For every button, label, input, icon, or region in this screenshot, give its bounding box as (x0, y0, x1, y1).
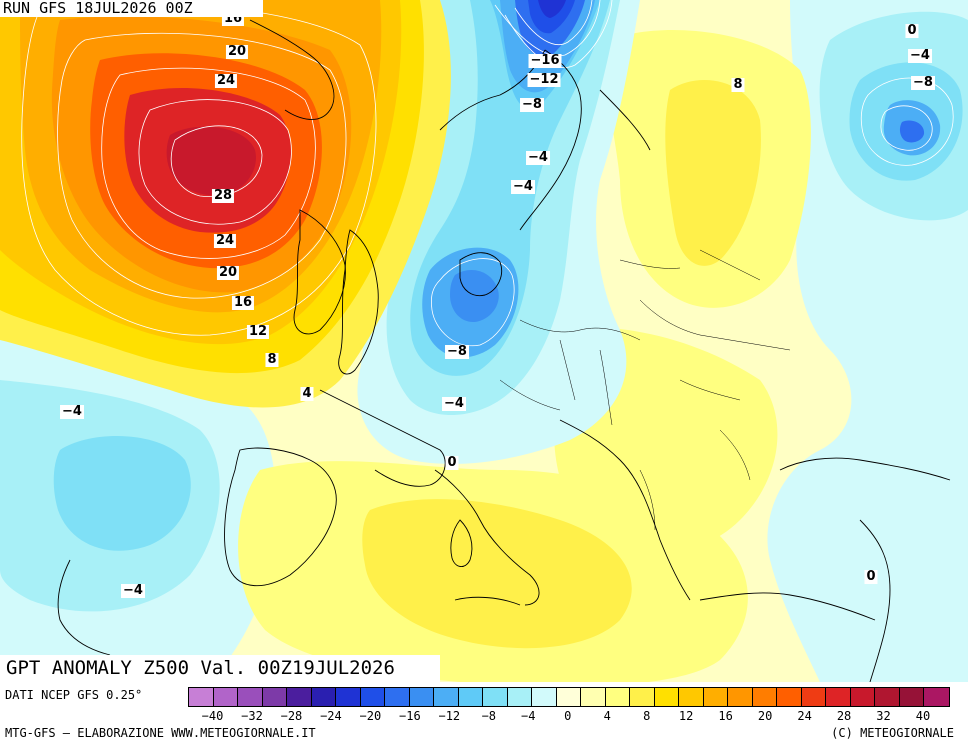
contour-label-east-8b: −8 (911, 75, 935, 90)
contour-label-east-4: −4 (908, 48, 932, 63)
scale-swatch (679, 688, 704, 706)
contour-label-east-0: 0 (905, 23, 919, 38)
scale-swatch (311, 688, 336, 706)
scale-swatch (213, 688, 238, 706)
contour-label-ridge-28: 28 (211, 188, 235, 203)
scale-swatch (826, 688, 851, 706)
scale-tick-label: −28 (280, 709, 303, 723)
scale-swatch (924, 688, 949, 706)
color-scale-ticks: −40 −32 −28 −24 −20 −16 −12 −8 −4 0 4 8 12 16 20 24 28 32… (188, 709, 948, 723)
contour-label-atlantic-4: −4 (60, 404, 84, 419)
contour-label-scand-4b: −4 (511, 179, 535, 194)
scale-swatch (483, 688, 508, 706)
data-source-label: DATI NCEP GFS 0.25° (5, 688, 143, 702)
scale-tick-label: 40 (915, 709, 931, 723)
scale-tick-label: 8 (643, 709, 651, 723)
scale-swatch (875, 688, 900, 706)
map-title: GPT ANOMALY Z500 Val. 00Z19JUL2026 (0, 655, 440, 682)
scale-tick-label: −24 (320, 709, 342, 723)
contour-label-ridge-20b: 20 (216, 265, 240, 280)
scale-swatch (385, 688, 410, 706)
anomaly-map: 16 20 24 28 24 20 16 12 8 4 −16 −12 −8 −… (0, 0, 968, 682)
scale-tick-label: 20 (757, 709, 773, 723)
scale-swatch (336, 688, 361, 706)
scale-swatch (752, 688, 777, 706)
contour-label-alps-4: −4 (442, 396, 466, 411)
scale-swatch (630, 688, 655, 706)
scale-swatch (409, 688, 434, 706)
scale-tick-label: 12 (678, 709, 694, 723)
scale-tick-label: 24 (797, 709, 812, 723)
scale-tick-label: −20 (359, 709, 382, 723)
scale-swatch (654, 688, 679, 706)
map-canvas (0, 0, 968, 682)
scale-tick-label: −32 (241, 709, 263, 723)
coastlines (57, 19, 951, 682)
contour-label-east-0b: 0 (864, 569, 878, 584)
legend-footer: DATI NCEP GFS 0.25° −40 −32 −28 −24 −20 −16 −1… (0, 682, 968, 745)
contour-label-scand-8: −8 (520, 97, 544, 112)
scale-swatch (507, 688, 532, 706)
contour-label-atlantic-4b: −4 (121, 583, 145, 598)
credit-label: MTG-GFS — ELABORAZIONE WWW.METEOGIORNALE… (5, 726, 316, 740)
scale-swatch (777, 688, 802, 706)
contour-label-scand-16: −16 (528, 53, 562, 68)
scand-low-4 (538, 0, 566, 18)
contour-label-ridge-24b: 24 (213, 233, 237, 248)
scale-swatch (189, 688, 214, 706)
scale-swatch (532, 688, 557, 706)
med-positive-core (362, 499, 632, 649)
country-borders (499, 249, 791, 531)
eastern-low-4 (899, 120, 925, 143)
copyright-label: (C) METEOGIORNALE (831, 726, 954, 740)
contour-label-france-0: 0 (445, 455, 459, 470)
denmark-low-core (450, 270, 499, 323)
scale-swatch (703, 688, 728, 706)
scale-swatch (262, 688, 287, 706)
scale-swatch (899, 688, 924, 706)
contour-label-ridge-16: 16 (231, 295, 255, 310)
color-scale-bar (188, 687, 950, 707)
contour-label-ridge-12: 12 (246, 324, 270, 339)
scale-tick-label: 0 (564, 709, 572, 723)
scale-tick-label: −12 (438, 709, 461, 723)
scale-swatch (728, 688, 753, 706)
contour-label-east-8: 8 (731, 77, 745, 92)
run-label: RUN GFS 18JUL2026 00Z (0, 0, 263, 17)
scale-tick-label: 16 (718, 709, 733, 723)
scale-swatch (556, 688, 581, 706)
scale-tick-label: 4 (603, 709, 611, 723)
scale-swatch (850, 688, 875, 706)
contour-label-ridge-4: 4 (300, 386, 314, 401)
scale-swatch (360, 688, 385, 706)
contour-label-ridge-24: 24 (214, 73, 238, 88)
contour-label-ridge-20: 20 (225, 44, 249, 59)
scale-swatch (434, 688, 459, 706)
scale-swatch (605, 688, 630, 706)
scale-tick-label: −40 (201, 709, 224, 723)
scale-swatch (238, 688, 263, 706)
contour-label-scand-4a: −4 (526, 150, 550, 165)
atlantic-low-2 (53, 436, 191, 551)
scale-tick-label: −8 (481, 709, 497, 723)
ridge-32-region (166, 126, 256, 196)
contour-label-denmark-8: −8 (445, 344, 469, 359)
scale-swatch (458, 688, 483, 706)
contour-label-scand-12: −12 (527, 72, 561, 87)
scale-swatch (581, 688, 606, 706)
scale-tick-label: 32 (876, 709, 891, 723)
east-positive-core (665, 80, 761, 266)
scale-tick-label: −16 (399, 709, 421, 723)
contour-label-ridge-8: 8 (265, 352, 279, 367)
scale-swatch (287, 688, 312, 706)
scale-swatch (801, 688, 826, 706)
scale-tick-label: −4 (521, 709, 536, 723)
scale-tick-label: 28 (836, 709, 852, 723)
